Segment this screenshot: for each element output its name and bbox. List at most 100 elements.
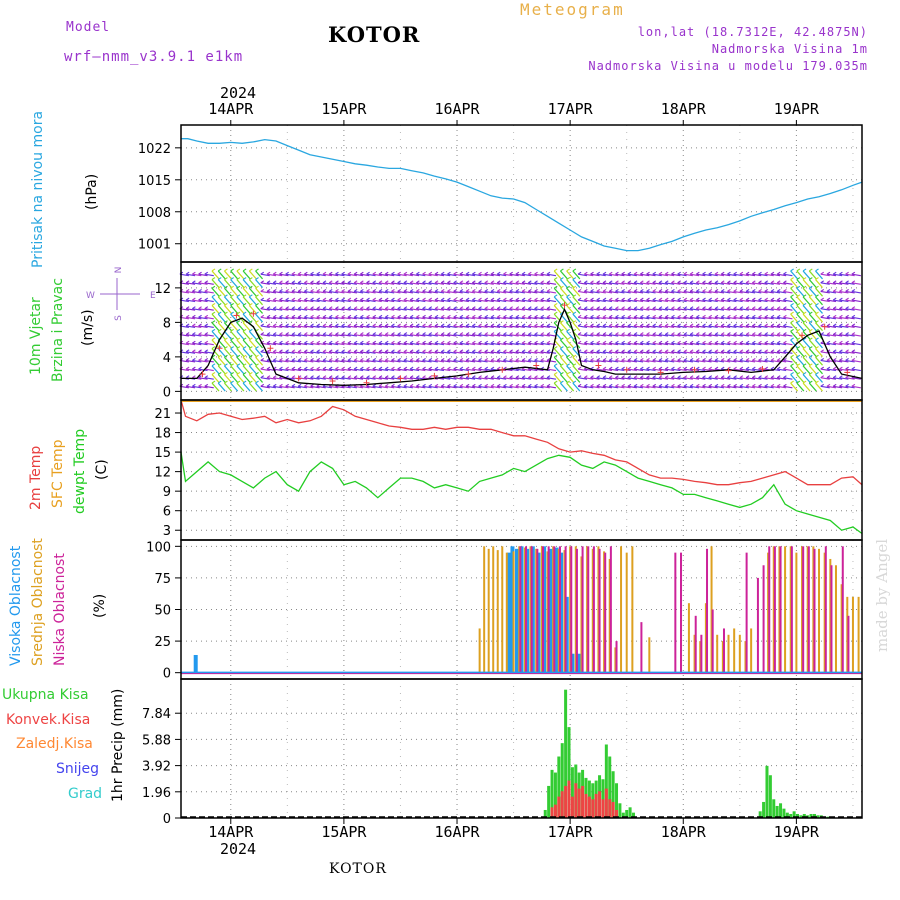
wind-arrow-head xyxy=(751,340,756,344)
wind-arrow xyxy=(708,299,718,303)
wind-arrow-head xyxy=(422,332,426,336)
wind-arrow xyxy=(316,316,326,320)
wind-arrow xyxy=(354,359,364,363)
wind-arrow xyxy=(820,377,830,380)
wind-arrow xyxy=(783,299,793,303)
wind-arrow-head xyxy=(185,297,190,301)
wind-arrow-head xyxy=(422,383,426,387)
wind-arrow xyxy=(689,377,700,380)
wind-arrow-head xyxy=(341,306,345,310)
wind-arrow xyxy=(304,273,314,277)
wind-arrow-head xyxy=(266,323,271,327)
wind-arrow-head xyxy=(615,375,619,379)
wind-arrow-head xyxy=(279,383,283,387)
wind-arrow-head xyxy=(615,332,619,336)
wind-arrow-head xyxy=(230,328,235,332)
wind-arrow-head xyxy=(596,323,601,327)
wind-arrow xyxy=(658,290,669,294)
wind-arrow xyxy=(689,333,700,337)
wind-arrow xyxy=(366,351,376,354)
wind-arrow-head xyxy=(185,288,190,292)
wind-arrow xyxy=(559,374,568,383)
wind-arrow-head xyxy=(658,314,663,318)
wind-arrow-head xyxy=(192,375,196,379)
wind-arrow-head xyxy=(372,314,377,318)
wind-arrow xyxy=(553,279,562,288)
wind-arrow xyxy=(186,290,196,294)
wind-arrow xyxy=(416,282,426,285)
wind-arrow-head xyxy=(303,288,308,292)
wind-arrow xyxy=(322,273,333,277)
bar-precip-total xyxy=(789,813,793,818)
wind-arrow-head xyxy=(316,306,321,310)
wind-arrow xyxy=(378,359,389,363)
wind-arrow xyxy=(422,368,432,372)
wind-arrow-head xyxy=(815,311,819,315)
wind-arrow xyxy=(665,333,675,337)
wind-arrow-head xyxy=(695,375,700,379)
bar-cloud-mid xyxy=(823,552,826,673)
wind-arrow-head xyxy=(453,366,457,370)
bar-precip-convective xyxy=(608,799,612,818)
wind-arrow-head xyxy=(198,366,202,370)
wind-arrow-head xyxy=(217,328,222,332)
wind-arrow-head xyxy=(490,297,495,301)
wind-arrow xyxy=(546,308,557,311)
wind-arrow xyxy=(584,342,594,346)
wind-arrow xyxy=(310,316,320,320)
wind-arrow-head xyxy=(820,306,825,310)
wind-arrow xyxy=(366,385,376,389)
wind-arrow-head xyxy=(384,357,389,361)
wind-arrow xyxy=(204,273,214,277)
wind-arrow xyxy=(826,325,837,329)
wind-arrow xyxy=(329,342,339,346)
wind-arrow-head xyxy=(272,357,277,361)
wind-arrow xyxy=(602,273,613,277)
bar-cloud-high xyxy=(564,596,569,673)
wind-arrow xyxy=(186,273,196,277)
wind-arrow-head xyxy=(217,354,222,358)
wind-arrow-head xyxy=(695,366,700,370)
wind-arrow-head xyxy=(845,271,849,275)
wind-arrow-head xyxy=(465,314,470,318)
wind-arrow-head xyxy=(572,302,577,306)
wind-arrow-head xyxy=(572,363,577,367)
wind-arrow xyxy=(354,368,364,372)
wind-arrow xyxy=(808,382,817,392)
wind-arrow xyxy=(515,342,525,346)
wind-arrow-head xyxy=(447,288,451,292)
wind-arrow-head xyxy=(297,271,302,275)
wind-arrow xyxy=(322,351,333,354)
wind-arrow xyxy=(708,325,718,329)
wind-arrow xyxy=(347,282,357,285)
wind-arrow-head xyxy=(714,366,719,370)
bar-cloud-mid xyxy=(851,596,854,673)
wind-arrow xyxy=(845,299,855,303)
wind-arrow xyxy=(764,282,774,285)
wind-arrow xyxy=(316,342,326,346)
wind-arrow xyxy=(546,377,557,380)
wind-arrow xyxy=(273,325,283,329)
wind-arrow-head xyxy=(527,288,532,292)
wind-arrow xyxy=(372,368,382,372)
wind-arrow xyxy=(335,385,345,389)
wind-arrow-head xyxy=(453,288,457,292)
wind-arrow-head xyxy=(572,320,577,324)
wind-arrow xyxy=(745,333,756,337)
wind-arrow xyxy=(434,342,445,346)
bar-cloud-low xyxy=(575,548,578,673)
wind-arrow xyxy=(260,273,270,277)
wind-arrow-head xyxy=(776,340,781,344)
wind-arrow-head xyxy=(776,332,781,336)
wind-arrow xyxy=(360,273,370,277)
wind-arrow-head xyxy=(509,340,513,344)
wind-arrow xyxy=(223,305,232,314)
bar-precip-total xyxy=(765,765,769,818)
wind-arrow-head xyxy=(440,332,445,336)
wind-arrow xyxy=(372,351,382,354)
wind-arrow xyxy=(285,282,295,285)
bar-cloud-mid xyxy=(492,546,495,673)
wind-arrow xyxy=(596,368,606,372)
wind-arrow xyxy=(378,368,389,372)
wind-arrow-head xyxy=(291,366,296,370)
